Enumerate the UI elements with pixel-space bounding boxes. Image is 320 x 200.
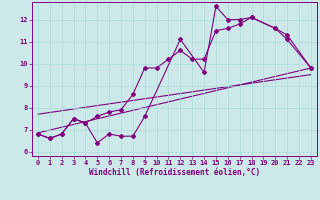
X-axis label: Windchill (Refroidissement éolien,°C): Windchill (Refroidissement éolien,°C) [89,168,260,177]
